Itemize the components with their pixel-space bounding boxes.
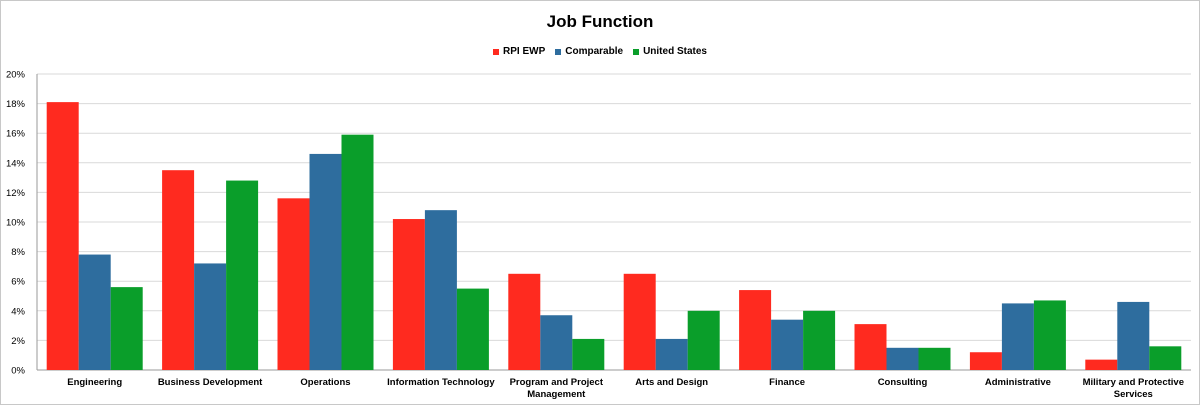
- x-tick-label: Administrative: [985, 377, 1051, 388]
- bar: [623, 273, 656, 370]
- bar: [1117, 301, 1150, 370]
- x-tick-label: Services: [1114, 389, 1153, 400]
- bar: [277, 198, 310, 370]
- bar: [162, 170, 195, 370]
- legend-label: United States: [643, 46, 707, 57]
- bar: [46, 102, 79, 371]
- legend-label: Comparable: [565, 46, 624, 57]
- y-tick-label: 2%: [11, 336, 25, 347]
- y-tick-label: 18%: [6, 99, 26, 110]
- bar: [341, 134, 374, 370]
- x-tick-label: Management: [527, 389, 586, 400]
- bar: [1149, 346, 1182, 370]
- bar: [456, 288, 489, 370]
- x-tick-label: Operations: [300, 377, 350, 388]
- x-tick-label: Military and Protective: [1083, 377, 1184, 388]
- bar: [309, 153, 342, 370]
- x-tick-label: Finance: [769, 377, 805, 388]
- legend-swatch: [493, 48, 500, 55]
- x-tick-label: Engineering: [67, 377, 122, 388]
- bar: [739, 290, 772, 370]
- legend-swatch: [633, 48, 640, 55]
- bar: [226, 180, 259, 370]
- bar: [687, 310, 720, 370]
- y-tick-label: 14%: [6, 158, 26, 169]
- legend-swatch: [555, 48, 562, 55]
- bar: [508, 273, 541, 370]
- legend: RPI EWP Comparable United States: [1, 46, 1199, 57]
- bar: [771, 319, 804, 370]
- bar: [655, 338, 688, 370]
- x-tick-label: Arts and Design: [635, 377, 708, 388]
- bar: [110, 287, 143, 370]
- bar: [969, 352, 1002, 370]
- bar: [572, 338, 605, 370]
- bar: [918, 347, 951, 370]
- bar: [803, 310, 836, 370]
- legend-item: RPI EWP: [493, 46, 545, 57]
- y-tick-label: 6%: [11, 277, 25, 288]
- bar: [854, 324, 887, 370]
- legend-item: Comparable: [555, 46, 623, 57]
- bar: [194, 263, 227, 370]
- y-tick-label: 12%: [6, 188, 26, 199]
- x-tick-label: Information Technology: [387, 377, 495, 388]
- bar: [1085, 359, 1118, 370]
- x-tick-label: Program and Project: [510, 377, 604, 388]
- bar: [1033, 300, 1066, 370]
- y-tick-label: 8%: [11, 247, 25, 258]
- legend-item: United States: [633, 46, 707, 57]
- y-tick-label: 0%: [11, 366, 25, 377]
- bar: [392, 219, 425, 370]
- bar: [886, 347, 919, 370]
- bar: [424, 210, 457, 370]
- x-tick-label: Consulting: [878, 377, 928, 388]
- y-tick-label: 10%: [6, 218, 26, 229]
- y-tick-label: 20%: [6, 70, 26, 81]
- y-tick-label: 4%: [11, 306, 25, 317]
- bar: [78, 254, 111, 370]
- bar: [540, 315, 573, 370]
- legend-label: RPI EWP: [503, 46, 546, 57]
- bar: [1001, 303, 1034, 370]
- chart-title: Job Function: [546, 12, 654, 31]
- y-tick-label: 16%: [6, 129, 26, 140]
- x-tick-label: Business Development: [158, 377, 263, 388]
